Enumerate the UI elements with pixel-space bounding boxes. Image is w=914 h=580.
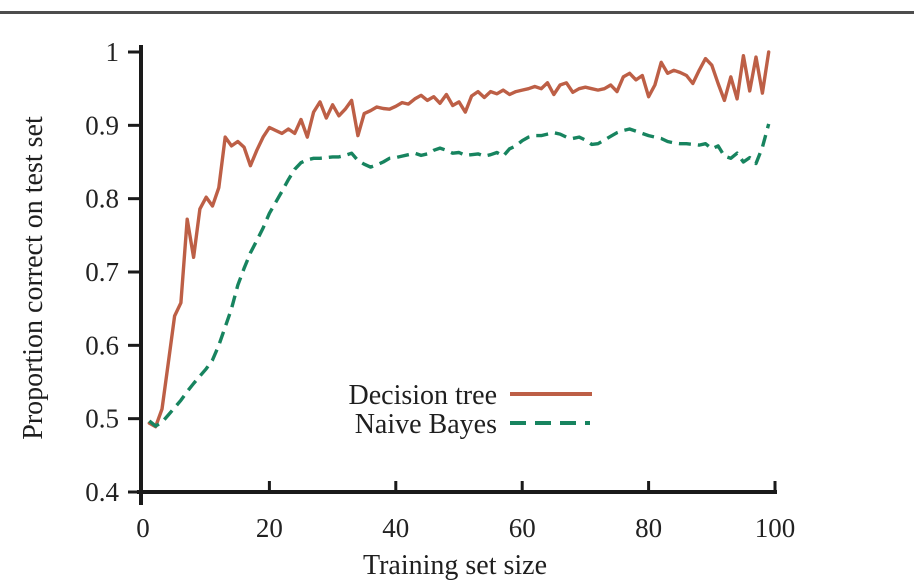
- page-top-rule: [0, 11, 914, 14]
- legend-label-naive-bayes: Naive Bayes: [355, 409, 497, 440]
- y-tick-label: 0.6: [85, 330, 119, 360]
- x-tick-label: 40: [382, 513, 409, 543]
- axis-ticks: 0.4 0.5 0.6 0.7 0.8 0.9 1 0 20 40 60 80 100: [85, 37, 795, 543]
- x-tick-label: 20: [256, 513, 283, 543]
- y-tick-label: 1: [106, 37, 120, 67]
- naive-bayes-line: [148, 123, 771, 428]
- x-tick-label: 0: [136, 513, 150, 543]
- y-tick-label: 0.8: [85, 184, 119, 214]
- x-tick-label: 100: [755, 513, 796, 543]
- legend: Decision tree Naive Bayes: [349, 380, 592, 440]
- decision-tree-line: [147, 50, 771, 429]
- y-axis-title: Proportion correct on test set: [18, 116, 49, 440]
- x-axis-title: Training set size: [363, 550, 547, 580]
- axes: [137, 45, 777, 505]
- y-tick-label: 0.7: [85, 257, 119, 287]
- x-tick-label: 60: [509, 513, 536, 543]
- x-tick-label: 80: [635, 513, 662, 543]
- y-tick-label: 0.4: [85, 477, 119, 507]
- y-tick-label: 0.9: [85, 110, 119, 140]
- legend-label-decision-tree: Decision tree: [349, 380, 498, 411]
- y-tick-label: 0.5: [85, 404, 119, 434]
- data-series: [147, 50, 771, 429]
